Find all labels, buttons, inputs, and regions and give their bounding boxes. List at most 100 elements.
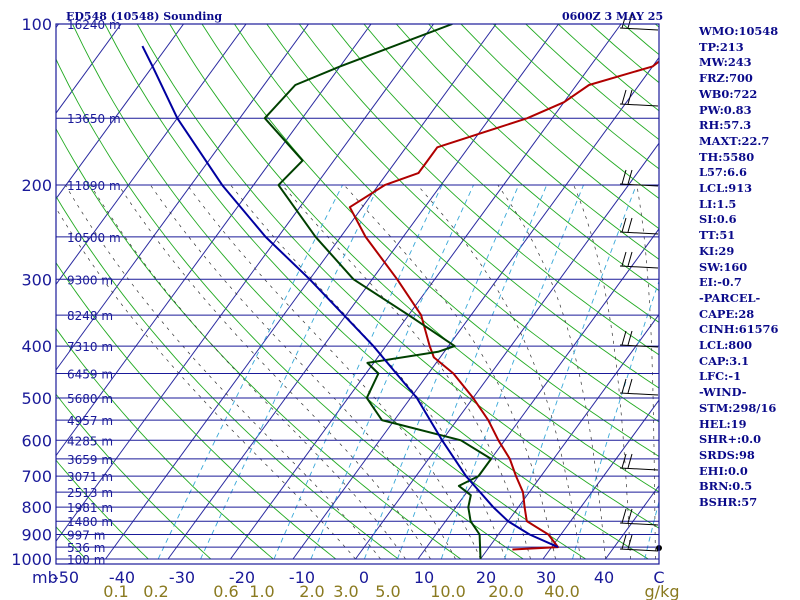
pressure-tick-label: 100	[21, 15, 52, 34]
pressure-tick-label: 300	[21, 270, 52, 289]
pressure-tick-label: 800	[21, 498, 52, 517]
pressure-tick-label: 600	[21, 431, 52, 450]
index-item: PW:0.83	[699, 102, 752, 117]
moist-adiabat-line	[417, 184, 581, 560]
wind-barb-flag	[621, 508, 627, 524]
wind-barb-flag	[627, 169, 633, 185]
wind-barb-flag	[621, 169, 627, 185]
index-item: -PARCEL-	[699, 290, 761, 305]
mixing-ratio-line	[310, 184, 474, 560]
mixing-ratio-tick-label: 2.0	[299, 582, 324, 600]
height-label: 4285 m	[67, 434, 113, 448]
height-label: 16240 m	[67, 18, 121, 32]
height-label: 3071 m	[67, 470, 113, 484]
pressure-tick-label: 400	[21, 337, 52, 356]
pressure-tick-label: 500	[21, 389, 52, 408]
isotherm-line	[56, 24, 372, 457]
wind-barb-flag	[621, 251, 627, 267]
index-item: WB0:722	[699, 86, 758, 101]
height-label: 1981 m	[67, 501, 113, 515]
wind-barb-flag	[621, 453, 627, 469]
mixing-ratio-tick-label: 5.0	[375, 582, 400, 600]
height-label: 11890 m	[67, 179, 121, 193]
index-item: LCL:913	[699, 181, 753, 196]
height-label: 13650 m	[67, 112, 121, 126]
mixing-ratio-line	[273, 184, 443, 560]
wind-barb-flag	[621, 534, 627, 550]
index-item: SRDS:98	[699, 447, 755, 462]
temperature-tick-label: -30	[169, 568, 195, 587]
index-item: TT:51	[699, 228, 736, 243]
wind-barb-shaft	[619, 265, 659, 269]
wind-barb-flag	[621, 217, 627, 233]
dry-adiabat-line	[0, 24, 23, 559]
height-label: 5680 m	[67, 392, 113, 406]
wind-barbs	[619, 13, 662, 552]
temperature-tick-label: 30	[536, 568, 556, 587]
height-label: 100 m	[67, 553, 105, 567]
index-item: LCL:800	[699, 338, 753, 353]
index-item: STM:298/16	[699, 400, 777, 415]
index-item: WMO:10548	[699, 24, 779, 38]
height-label: 10500 m	[67, 231, 121, 245]
index-item: HEL:19	[699, 416, 747, 431]
temperature-tick-label: -20	[229, 568, 255, 587]
wind-barb-flag	[621, 378, 627, 394]
mixing-ratio-tick-label: 1.0	[249, 582, 274, 600]
index-item: SI:0.6	[699, 212, 737, 227]
index-item: EI:-0.7	[699, 275, 742, 290]
moist-adiabat-line	[90, 184, 406, 560]
dewpoint-profile	[263, 24, 493, 560]
wind-barb-flag	[627, 89, 633, 105]
wind-barb-shaft	[619, 344, 659, 348]
index-item: CINH:61576	[699, 322, 779, 337]
index-item: LFC:-1	[699, 369, 742, 384]
wind-barb-shaft	[619, 522, 659, 526]
isotherm-line	[167, 24, 559, 560]
moist-adiabat-line	[343, 184, 556, 560]
wind-barb-flag	[627, 508, 633, 524]
isotherm-line	[56, 24, 184, 200]
wind-barb-flag	[627, 251, 633, 267]
sounding-time: 0600Z 3 MAY 25	[562, 10, 663, 23]
mixing-ratio-tick-label: 40.0	[544, 582, 580, 600]
wind-barb-flag	[627, 217, 633, 233]
mixing-ratio-tick-label: g/kg	[645, 582, 680, 600]
isobar-grid	[56, 23, 659, 560]
wind-barb-shaft	[619, 183, 659, 187]
wind-barb-shaft	[619, 467, 659, 471]
pressure-unit-label: mb	[32, 568, 58, 587]
index-item: EHI:0.0	[699, 463, 748, 478]
isotherm-line	[56, 24, 434, 543]
wind-barb-flag	[627, 330, 633, 346]
index-item: BRN:0.5	[699, 479, 753, 494]
pressure-tick-label: 900	[21, 526, 52, 545]
temperature-tick-label: C	[653, 568, 664, 587]
mixing-ratio-line	[200, 184, 380, 560]
temperature-tick-label: 0	[359, 568, 369, 587]
mixing-ratio-grid	[157, 184, 659, 560]
wind-barb-shaft	[619, 103, 659, 107]
index-item: KI:29	[699, 243, 735, 258]
temperature-tick-label: 40	[594, 568, 614, 587]
height-label: 997 m	[67, 529, 105, 543]
index-item: MW:243	[699, 55, 752, 70]
height-label: 4957 m	[67, 414, 113, 428]
height-label: 6459 m	[67, 367, 113, 381]
isotherm-line	[292, 56, 659, 560]
mixing-ratio-tick-label: 0.1	[103, 582, 128, 600]
wind-barb-flag	[627, 453, 633, 469]
temperature-tick-label: 20	[476, 568, 496, 587]
isotherm-line	[355, 142, 659, 560]
height-label: 536 m	[67, 541, 105, 555]
wind-barb-flag	[627, 13, 633, 29]
index-item: -WIND-	[699, 385, 747, 400]
height-label: 1480 m	[67, 515, 113, 529]
moist-adiabat-line	[497, 184, 606, 560]
isotherm-line	[56, 24, 247, 286]
mixing-ratio-tick-label: 0.2	[143, 582, 168, 600]
index-item: RH:57.3	[699, 118, 752, 133]
temperature-tick-label: -10	[289, 568, 315, 587]
temperature-tick-label: -40	[109, 568, 135, 587]
